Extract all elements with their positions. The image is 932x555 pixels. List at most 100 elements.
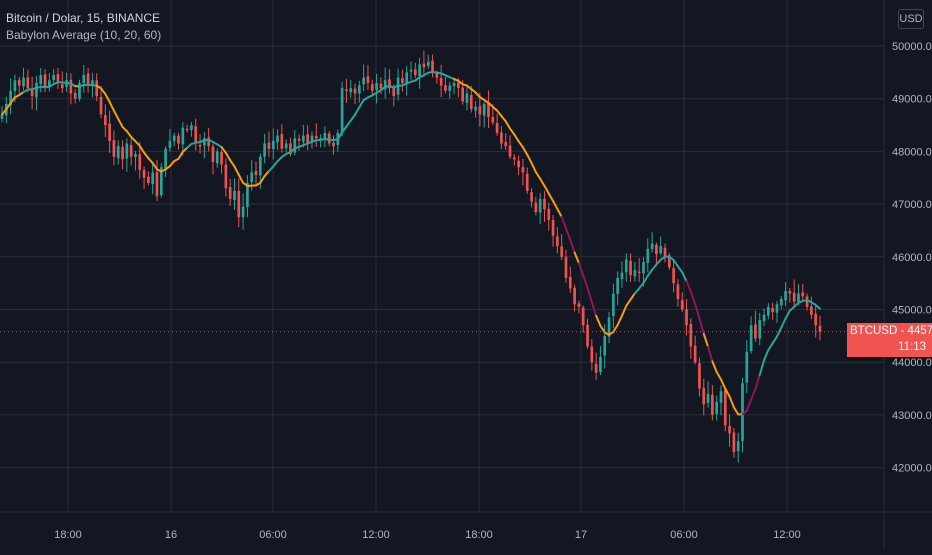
candle (625, 253, 628, 281)
candle-body (173, 136, 176, 141)
candle-body (522, 167, 525, 172)
candle-body (440, 78, 443, 85)
candle-body (401, 78, 404, 83)
candle-body (444, 85, 447, 91)
candle (771, 303, 774, 320)
candle (664, 244, 667, 263)
candle (444, 77, 447, 94)
candle (513, 154, 516, 165)
candle-body (190, 125, 193, 130)
candle-body (513, 157, 516, 159)
candle (590, 339, 593, 371)
candle (151, 162, 154, 194)
candle (595, 353, 598, 380)
y-tick-label: 47000.00 (892, 199, 932, 211)
candle-body (453, 83, 456, 86)
babylon-average-segment (553, 201, 557, 209)
candle (48, 73, 51, 91)
candle-body (95, 80, 98, 96)
babylon-average-segment (712, 361, 716, 372)
currency-button[interactable]: USD (898, 9, 924, 29)
candle (113, 131, 116, 166)
candle-body (435, 73, 438, 77)
candle-body (345, 89, 348, 91)
candle (504, 133, 507, 150)
candle-body (780, 299, 783, 305)
candle-body (711, 395, 714, 415)
y-tick-label: 46000.00 (892, 252, 932, 264)
candle-body (616, 278, 619, 294)
babylon-average-segment (583, 275, 587, 288)
candle (715, 396, 718, 421)
candle (431, 54, 434, 77)
babylon-average-segment (226, 153, 230, 160)
candle-body (741, 383, 744, 441)
candle (582, 305, 585, 332)
candle-body (556, 236, 559, 246)
candle-body (625, 259, 628, 272)
x-tick-label: 18:00 (465, 529, 493, 541)
babylon-average-segment (570, 240, 574, 253)
babylon-average-segment (562, 217, 566, 229)
candle (690, 318, 693, 358)
candle (315, 123, 318, 147)
candle (496, 114, 499, 136)
candle-body (720, 391, 723, 402)
candle-body (250, 172, 253, 182)
babylon-average-segment (110, 102, 114, 111)
candle (763, 308, 766, 326)
babylon-average-segment (179, 152, 183, 159)
candle-body (642, 262, 645, 273)
candle (233, 178, 236, 209)
babylon-average-segment (501, 116, 505, 121)
candle-body (651, 244, 654, 250)
candle-body (82, 75, 85, 83)
candle-body (560, 246, 563, 256)
indicator-label[interactable]: Babylon Average (10, 20, 60) (6, 27, 161, 44)
babylon-average-segment (626, 300, 630, 306)
candle (629, 253, 632, 281)
candle-body (371, 84, 374, 91)
symbol-title[interactable]: Bitcoin / Dolar, 15, BINANCE (6, 10, 161, 27)
candle-body (259, 157, 262, 176)
candle (349, 80, 352, 98)
babylon-average-segment (101, 88, 105, 94)
candle (104, 104, 107, 137)
chart-legend[interactable]: Bitcoin / Dolar, 15, BINANCE Babylon Ave… (6, 10, 161, 44)
candle (776, 301, 779, 323)
candle (745, 340, 748, 393)
candle (147, 171, 150, 185)
candle (324, 126, 327, 147)
babylon-average-segment (153, 163, 157, 169)
babylon-average-segment (691, 292, 695, 304)
candle-body (715, 402, 718, 414)
candle-body (143, 170, 146, 178)
babylon-average-segment (708, 347, 712, 361)
x-tick-label: 17 (575, 529, 587, 541)
candle-body (655, 245, 658, 254)
candle (203, 132, 206, 158)
candle-body (479, 106, 482, 114)
candle (358, 81, 361, 103)
babylon-average-segment (652, 265, 656, 270)
candle (789, 288, 792, 303)
candle (646, 238, 649, 272)
candle (754, 311, 757, 342)
candle (672, 260, 675, 293)
candle-body (169, 141, 172, 148)
babylon-average-segment (118, 119, 122, 127)
candle (371, 80, 374, 95)
babylon-average-segment (678, 266, 682, 272)
candle-body (685, 309, 688, 325)
candle-body (199, 145, 202, 147)
candle (39, 68, 42, 92)
candle-body (659, 246, 662, 253)
candle-body (410, 70, 413, 72)
candle (694, 336, 697, 365)
candle-body (414, 69, 417, 75)
y-tick-label: 48000.00 (892, 146, 932, 158)
candle (401, 70, 404, 92)
candle (509, 135, 512, 159)
